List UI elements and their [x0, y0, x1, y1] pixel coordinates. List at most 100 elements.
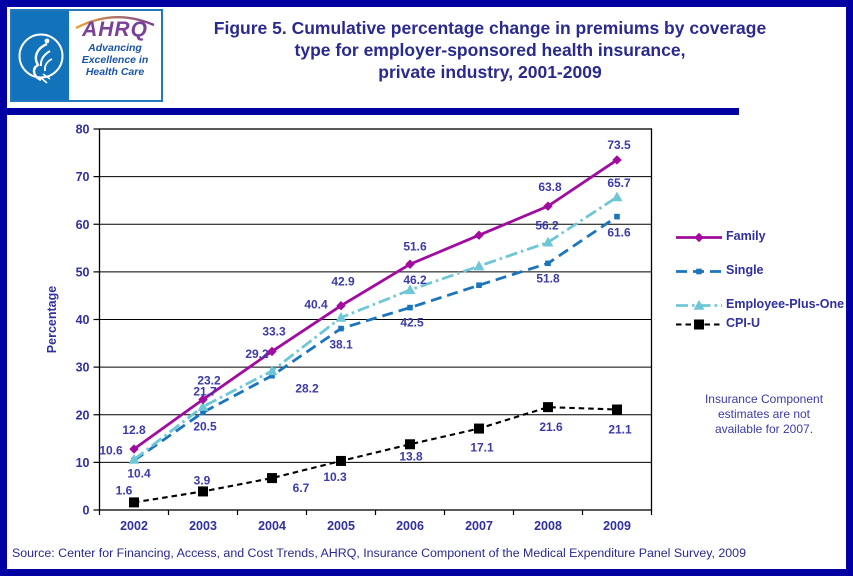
employee-plus-one-marker-2005: [335, 311, 347, 322]
legend-item-employee-plus-one: Employee-Plus-One: [676, 297, 846, 313]
legend-marker-family: [676, 232, 722, 243]
single-value-2002: 10.4: [127, 466, 151, 480]
family-marker-2007: [474, 230, 484, 240]
figure-title-line-3: private industry, 2001-2009: [378, 62, 602, 82]
employee-plus-one-value-2006: 46.2: [403, 273, 427, 287]
employee-plus-one-marker-2007: [473, 260, 485, 271]
family-value-2002: 12.8: [122, 423, 146, 437]
ahrq-wordmark: AHRQ: [82, 18, 148, 41]
cpi-u-marker-2003: [198, 486, 208, 497]
hhs-eagle-icon: [18, 33, 63, 84]
header-divider-rule: [7, 108, 739, 115]
family-value-2004: 33.3: [262, 324, 286, 338]
note-line-3: available for 2007.: [714, 422, 814, 436]
single-value-2004: 28.2: [295, 382, 319, 396]
cpi-u-value-2006: 13.8: [399, 449, 423, 463]
y-tick-20: 20: [76, 408, 90, 422]
legend-label-employee-plus-one: Employee-Plus-One: [726, 297, 845, 311]
x-tick-2008: 2008: [534, 519, 562, 533]
employee-plus-one-marker-2008: [542, 236, 554, 247]
figure-title-line-2: type for employer-sponsored health insur…: [294, 40, 686, 60]
single-marker-2006: [407, 304, 413, 311]
single-value-2006: 42.5: [400, 316, 424, 330]
legend-item-family: Family: [676, 229, 846, 245]
y-tick-30: 30: [76, 361, 90, 375]
y-tick-60: 60: [76, 218, 90, 232]
employee-plus-one-value-2008: 56.2: [535, 218, 559, 232]
cpi-u-value-2003: 3.9: [194, 473, 211, 487]
legend-label-single: Single: [726, 263, 764, 277]
single-value-2009: 61.6: [607, 226, 631, 240]
cpi-u-marker-2004: [267, 473, 277, 484]
single-value-2005: 38.1: [329, 338, 353, 352]
x-tick-2004: 2004: [258, 519, 286, 533]
x-tick-2007: 2007: [465, 519, 493, 533]
y-tick-50: 50: [76, 265, 90, 279]
cpi-u-value-2004: 6.7: [293, 481, 310, 495]
employee-plus-one-marker-2002: [128, 453, 140, 464]
legend-marker-cpi-u: [676, 319, 722, 330]
single-marker-2008: [545, 260, 551, 267]
single-marker-2004: [269, 372, 275, 379]
employee-plus-one-marker-2006: [404, 284, 416, 295]
source-citation: Source: Center for Financing, Access, an…: [12, 546, 746, 560]
figure-title: Figure 5. Cumulative percentage change i…: [165, 17, 815, 83]
y-tick-70: 70: [76, 170, 90, 184]
tagline-line-2: Excellence in: [81, 54, 149, 66]
y-tick-0: 0: [83, 504, 90, 518]
family-marker-2006: [405, 259, 415, 269]
single-marker-2003: [200, 409, 206, 416]
employee-plus-one-line: [133, 195, 618, 461]
tagline-line-1: Advancing: [88, 42, 142, 54]
single-marker-2009: [614, 213, 620, 220]
cpi-u-marker-2008: [543, 402, 553, 413]
family-value-2009: 73.5: [607, 138, 631, 152]
family-marker-2003: [198, 394, 208, 405]
family-marker-2004: [267, 346, 277, 357]
family-legend-glyph: [694, 232, 704, 243]
single-value-2008: 51.8: [536, 271, 560, 285]
cpi-u-marker-2009: [612, 404, 622, 415]
employee-plus-one-legend-glyph: [693, 299, 705, 310]
tagline-line-3: Health Care: [85, 66, 145, 78]
single-line: [133, 215, 618, 462]
legend-label-cpi-u: CPI-U: [726, 316, 761, 330]
cpi-u-value-2005: 10.3: [323, 470, 347, 484]
single-marker-2007: [476, 282, 482, 289]
x-tick-2002: 2002: [120, 519, 148, 533]
ahrq-panel: AHRQ Advancing Excellence in Health Care: [69, 11, 161, 100]
x-tick-2003: 2003: [189, 519, 217, 533]
ahrq-logo: AHRQ Advancing Excellence in Health Care: [10, 9, 163, 102]
note-line-1: Insurance Component: [704, 392, 824, 406]
y-tick-80: 80: [76, 123, 90, 137]
series-employee-plus-one: [128, 191, 623, 464]
cpi-u-marker-2007: [474, 423, 484, 434]
employee-plus-one-marker-2004: [266, 365, 278, 376]
cpi-u-value-2007: 17.1: [470, 441, 494, 455]
cpi-u-value-2008: 21.6: [539, 420, 563, 434]
family-value-2003: 23.2: [197, 374, 221, 388]
single-legend-glyph: [696, 268, 702, 275]
employee-plus-one-value-2002: 10.6: [99, 444, 123, 458]
family-marker-2009: [612, 155, 622, 165]
employee-plus-one-value-2009: 65.7: [607, 176, 631, 190]
y-tick-40: 40: [76, 313, 90, 327]
chart-legend: Family Single Employee-Plus-One CPI-U: [676, 229, 846, 350]
cpi-u-marker-2005: [336, 455, 346, 466]
legend-marker-single: [676, 268, 722, 275]
single-marker-2005: [338, 325, 344, 332]
employee-plus-one-value-2005: 40.4: [304, 298, 328, 312]
series-cpi-u: [129, 402, 622, 508]
employee-plus-one-marker-2009: [611, 191, 623, 202]
legend-item-single: Single: [676, 263, 846, 279]
family-marker-2008: [543, 201, 553, 211]
cpi-u-value-2009: 21.1: [608, 423, 632, 437]
cpi-u-marker-2002: [129, 497, 139, 508]
legend-marker-employee-plus-one: [676, 299, 722, 310]
figure-title-line-1: Figure 5. Cumulative percentage change i…: [213, 18, 767, 38]
family-value-2005: 42.9: [331, 275, 355, 289]
family-value-2006: 51.6: [403, 239, 427, 253]
ahrq-tagline: Advancing Excellence in Health Care: [69, 42, 161, 78]
x-tick-2005: 2005: [327, 519, 355, 533]
